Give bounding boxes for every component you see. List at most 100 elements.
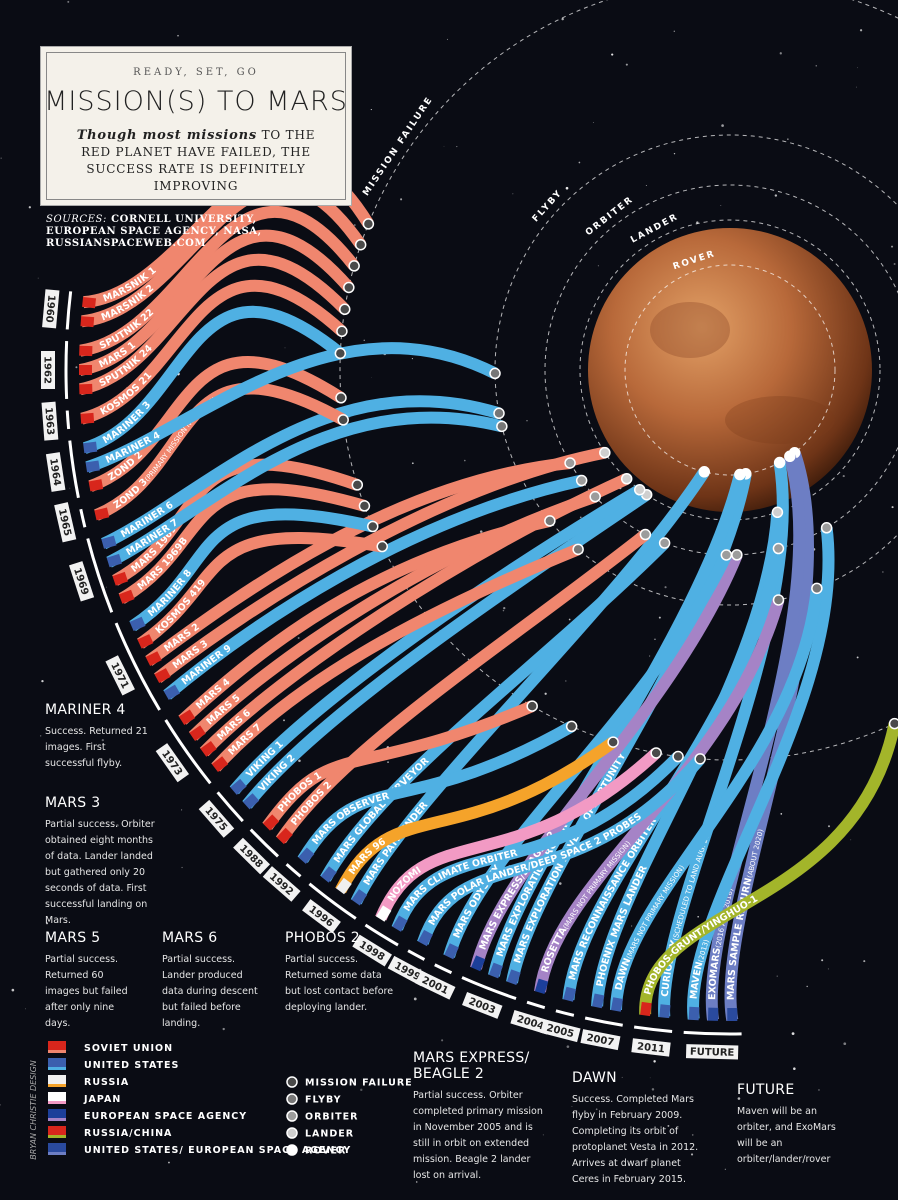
- outcome-dot: [526, 700, 538, 712]
- star: [827, 968, 829, 970]
- flag: [83, 441, 98, 454]
- star: [691, 1134, 694, 1136]
- mission-line: [80, 279, 346, 425]
- mission-line: [163, 474, 583, 700]
- title-box: READY, SET, GO MISSION(S) TO MARS Though…: [40, 46, 352, 206]
- mission-line: [375, 748, 661, 921]
- outcome-dot: [337, 414, 349, 426]
- year-tab-bg: [41, 401, 59, 441]
- annotation-text: Partial success. Orbiter completed prima…: [413, 1090, 543, 1181]
- annotation-text: Partial success. Lander produced data du…: [162, 954, 258, 1029]
- mission: EXOMARS(2016 AND 2018): [705, 450, 806, 1021]
- mars-feature: [650, 302, 730, 358]
- star: [774, 194, 778, 197]
- flag: [640, 1001, 652, 1017]
- star: [411, 462, 414, 465]
- flag: [178, 709, 196, 725]
- flag: [417, 929, 433, 947]
- outcome-dot: [772, 542, 785, 555]
- outcome-dot: [376, 540, 388, 553]
- star: [821, 959, 824, 962]
- sources-label: SOURCES:: [46, 214, 107, 225]
- annotation-title: PHOBOS 2: [285, 930, 361, 946]
- year-tab-bg: [415, 970, 456, 1000]
- outcome-dot: [564, 457, 576, 469]
- star: [40, 735, 42, 737]
- legend-outcome-label: MISSION FAILURE: [305, 1078, 413, 1089]
- mission-line: [229, 484, 643, 795]
- year-tab-bg: [155, 743, 190, 783]
- annotation-text: Maven will be an orbiter, and ExoMars wi…: [737, 1106, 836, 1165]
- outcome-dot: [820, 522, 833, 534]
- legend-dot: [286, 1076, 298, 1088]
- outcome-dot: [572, 543, 584, 556]
- outcome-dot: [544, 515, 556, 527]
- star: [827, 825, 831, 828]
- star: [0, 1104, 1, 1106]
- flag: [112, 571, 129, 586]
- flag: [707, 1007, 719, 1021]
- year-label: 1964: [47, 458, 62, 487]
- flag: [200, 740, 217, 757]
- legend-outcome-label: ROVER: [305, 1146, 346, 1157]
- flag: [94, 507, 110, 521]
- mission-line: [687, 527, 835, 1020]
- title: MISSION(S) TO MARS: [44, 86, 348, 117]
- legend-swatch: [48, 1135, 66, 1138]
- outcome-dot: [650, 747, 662, 759]
- outcome-dot: [351, 479, 364, 491]
- annotation: PHOBOS 2 Partial success. Returned some d…: [285, 930, 395, 1016]
- flag: [145, 651, 162, 666]
- annotation: MARS 5 Partial success. Returned 60 image…: [45, 930, 140, 1032]
- year-tab-bg: [45, 452, 66, 492]
- star: [818, 1089, 820, 1091]
- star: [297, 637, 300, 639]
- mars: [588, 228, 872, 512]
- legend-label: UNITED STATES/ EUROPEAN SPACE AGENCY: [84, 1145, 351, 1156]
- annotation: MARINER 4 Success. Returned 21 images. Fi…: [45, 702, 155, 772]
- flag: [154, 668, 171, 684]
- star: [697, 915, 699, 918]
- year-tab-bg: [302, 899, 341, 934]
- flag: [591, 993, 605, 1009]
- star: [105, 586, 107, 588]
- star: [561, 17, 564, 21]
- star: [630, 925, 633, 927]
- star: [649, 1077, 651, 1079]
- legend-label: EUROPEAN SPACE AGENCY: [84, 1111, 247, 1122]
- annotation-title: MARS 6: [162, 930, 218, 946]
- outcome-dot: [698, 466, 711, 478]
- annotation: MARS 6 Partial success. Lander produced d…: [162, 930, 262, 1032]
- legend-label: JAPAN: [83, 1094, 121, 1105]
- year-tab-bg: [631, 1038, 671, 1057]
- outcome-dot: [334, 347, 347, 360]
- star: [37, 277, 39, 279]
- mars-feature: [725, 396, 835, 444]
- outcome-dot: [358, 500, 371, 512]
- year-tab-bg: [54, 502, 77, 543]
- star: [566, 1045, 570, 1048]
- mission-line: [534, 598, 785, 993]
- year-tab-bg: [462, 991, 503, 1019]
- year-label: 2007: [586, 1033, 615, 1049]
- flag: [276, 827, 293, 845]
- star: [737, 1097, 741, 1100]
- year-bracket: [285, 863, 302, 878]
- star: [456, 146, 458, 148]
- mission-line: [101, 395, 501, 550]
- year-bracket: [555, 1009, 575, 1017]
- year-tab: 1971: [105, 655, 135, 696]
- outcome-dot: [496, 420, 508, 433]
- mission-line: [262, 700, 535, 830]
- year-tab: 2007: [580, 1029, 621, 1051]
- flag: [79, 383, 93, 395]
- year-tab: 1963: [41, 401, 59, 441]
- star: [667, 1125, 670, 1127]
- outcome-dot: [489, 367, 501, 380]
- year-tab: 2001: [415, 970, 456, 1000]
- star: [298, 759, 301, 763]
- year-tab-bg: [41, 351, 55, 389]
- outcome-dot: [772, 594, 785, 606]
- outcome-dot: [367, 520, 379, 533]
- star: [893, 263, 896, 266]
